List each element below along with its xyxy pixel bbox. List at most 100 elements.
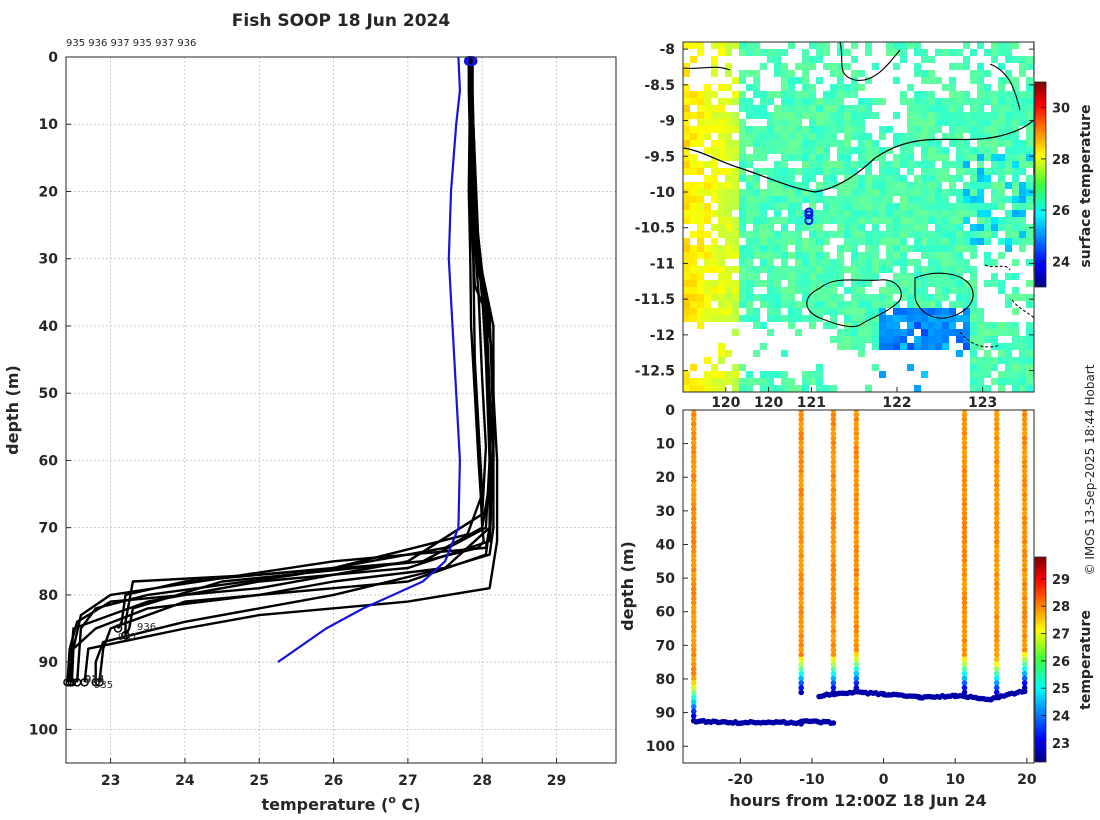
cast-point [830, 553, 837, 559]
sst-pixel [921, 343, 928, 350]
sst-pixel [732, 266, 739, 273]
cast-point [961, 666, 968, 672]
sst-pixel [886, 280, 893, 287]
sst-pixel [683, 42, 690, 49]
sst-pixel [823, 217, 830, 224]
sst-pixel [942, 119, 949, 126]
sst-pixel [865, 133, 872, 140]
cast-point [993, 557, 1000, 564]
sst-pixel [844, 84, 851, 91]
sst-pixel [746, 112, 753, 119]
sst-pixel [1012, 210, 1019, 217]
sst-pixel [844, 322, 851, 329]
sst-pixel [942, 287, 949, 294]
cast-point [853, 440, 860, 446]
x-tick-label: 28 [472, 773, 491, 789]
sst-pixel [718, 315, 725, 322]
sst-pixel [1019, 203, 1026, 210]
sst-pixel [837, 210, 844, 217]
cast-point [961, 524, 968, 531]
section-y-tick-label: 10 [656, 437, 676, 453]
sst-pixel [858, 154, 865, 161]
sst-pixel [781, 49, 788, 56]
sst-pixel [907, 133, 914, 140]
sst-pixel [704, 252, 711, 259]
sst-pixel [809, 294, 816, 301]
sst-pixel [872, 182, 879, 189]
cast-point [830, 670, 837, 677]
sst-pixel [795, 245, 802, 252]
sst-pixel [711, 266, 718, 273]
sst-pixel [921, 175, 928, 182]
sst-pixel [746, 196, 753, 203]
sst-pixel [704, 266, 711, 273]
cast-point [961, 463, 968, 470]
sst-pixel [886, 161, 893, 168]
sst-pixel [956, 315, 963, 322]
sst-pixel [816, 98, 823, 105]
sst-pixel [886, 210, 893, 217]
sst-pixel [942, 210, 949, 217]
cast-point [830, 506, 837, 512]
sst-pixel [760, 140, 767, 147]
sst-pixel [718, 371, 725, 378]
cast-point [830, 468, 837, 474]
sst-pixel [956, 119, 963, 126]
sst-pixel [683, 259, 690, 266]
sst-pixel [1012, 133, 1019, 140]
sst-pixel [774, 49, 781, 56]
sst-pixel [949, 210, 956, 217]
sst-pixel [998, 252, 1005, 259]
cast-point [1021, 473, 1028, 479]
sst-pixel [683, 168, 690, 175]
sst-pixel [921, 315, 928, 322]
sst-pixel [781, 315, 788, 322]
sst-pixel [718, 133, 725, 140]
sst-pixel [928, 294, 935, 301]
sst-pixel [858, 252, 865, 259]
sst-pixel [1012, 224, 1019, 231]
sst-pixel [851, 42, 858, 49]
sst-pixel [991, 364, 998, 371]
sst-pixel [739, 119, 746, 126]
cast-point [961, 623, 968, 630]
cast-point [993, 604, 1000, 611]
sst-pixel [1019, 224, 1026, 231]
cast-point [798, 410, 804, 413]
sst-pixel [774, 273, 781, 280]
cast-point [993, 440, 1000, 446]
sst-pixel [788, 133, 795, 140]
cast-point [961, 529, 968, 536]
sst-pixel [886, 336, 893, 343]
sst-pixel [844, 231, 851, 238]
sst-pixel [732, 308, 739, 315]
cast-point [993, 562, 1000, 569]
map-colorbar [1034, 81, 1047, 288]
sst-pixel [718, 217, 725, 224]
sst-pixel [781, 287, 788, 294]
cast-point [798, 430, 804, 437]
sst-pixel [795, 252, 802, 259]
sst-pixel [683, 371, 690, 378]
sst-pixel [767, 49, 774, 56]
cast-point [1021, 661, 1028, 667]
cast-point [798, 628, 804, 635]
sst-pixel [802, 77, 809, 84]
sst-pixel [732, 203, 739, 210]
sst-pixel [935, 308, 942, 315]
sst-pixel [858, 343, 865, 350]
cast-point [961, 487, 968, 493]
sst-pixel [970, 357, 977, 364]
cast-point [690, 416, 697, 423]
sst-pixel [732, 147, 739, 154]
sst-pixel [942, 217, 949, 224]
temperature-profile-chart: Fish SOOP 18 Jun 2024 935 936 937 935 93… [3, 11, 617, 814]
sst-pixel [893, 301, 900, 308]
map-colorbar-label: surface temperature [1078, 104, 1094, 267]
cast-point [961, 609, 968, 616]
sst-pixel [949, 84, 956, 91]
sst-pixel [1005, 224, 1012, 231]
sst-pixel [844, 329, 851, 336]
cast-point [961, 567, 968, 573]
sst-pixel [711, 42, 718, 49]
